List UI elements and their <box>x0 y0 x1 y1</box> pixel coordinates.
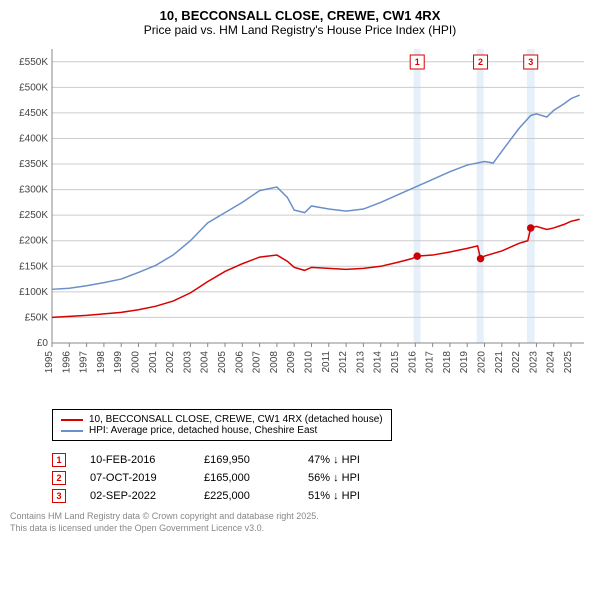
svg-text:2009: 2009 <box>286 351 297 374</box>
datapoint-diff: 56% ↓ HPI <box>308 472 388 484</box>
footnote-line: This data is licensed under the Open Gov… <box>10 523 590 535</box>
svg-text:2012: 2012 <box>338 351 349 374</box>
svg-text:£250K: £250K <box>19 210 48 221</box>
svg-text:£150K: £150K <box>19 261 48 272</box>
legend-label: HPI: Average price, detached house, Ches… <box>89 425 317 436</box>
svg-text:2017: 2017 <box>425 351 436 374</box>
svg-text:2002: 2002 <box>165 351 176 374</box>
datapoint-price: £169,950 <box>204 454 284 466</box>
svg-text:2014: 2014 <box>373 351 384 374</box>
svg-text:£100K: £100K <box>19 287 48 298</box>
svg-text:2000: 2000 <box>131 351 142 374</box>
svg-text:2011: 2011 <box>321 351 332 373</box>
svg-text:£300K: £300K <box>19 185 48 196</box>
svg-text:1998: 1998 <box>96 351 107 374</box>
svg-text:2016: 2016 <box>407 351 418 374</box>
svg-text:2015: 2015 <box>390 351 401 374</box>
datapoint-date: 07-OCT-2019 <box>90 472 180 484</box>
datapoint-price: £165,000 <box>204 472 284 484</box>
svg-text:2003: 2003 <box>182 351 193 374</box>
datapoint-marker: 2 <box>52 471 66 485</box>
svg-text:1: 1 <box>415 57 420 67</box>
svg-text:2018: 2018 <box>442 351 453 374</box>
datapoint-diff: 51% ↓ HPI <box>308 490 388 502</box>
svg-text:2021: 2021 <box>494 351 505 374</box>
svg-text:2007: 2007 <box>252 351 263 374</box>
svg-text:2006: 2006 <box>234 351 245 374</box>
legend-item: HPI: Average price, detached house, Ches… <box>61 425 383 436</box>
legend-item: 10, BECCONSALL CLOSE, CREWE, CW1 4RX (de… <box>61 414 383 425</box>
svg-text:2013: 2013 <box>355 351 366 374</box>
chart-container: { "title": { "line1": "10, BECCONSALL CL… <box>0 0 600 542</box>
svg-text:2020: 2020 <box>477 351 488 374</box>
svg-text:2004: 2004 <box>200 351 211 374</box>
svg-text:£350K: £350K <box>19 159 48 170</box>
svg-text:£200K: £200K <box>19 236 48 247</box>
svg-text:1997: 1997 <box>79 351 90 374</box>
title-line-1: 10, BECCONSALL CLOSE, CREWE, CW1 4RX <box>10 8 590 23</box>
legend-swatch <box>61 430 83 432</box>
title-line-2: Price paid vs. HM Land Registry's House … <box>10 23 590 37</box>
svg-text:£400K: £400K <box>19 133 48 144</box>
svg-text:2024: 2024 <box>546 351 557 374</box>
chart-title: 10, BECCONSALL CLOSE, CREWE, CW1 4RX Pri… <box>10 8 590 37</box>
datapoint-row: 1 10-FEB-2016 £169,950 47% ↓ HPI <box>52 453 590 467</box>
svg-text:£50K: £50K <box>25 312 49 323</box>
datapoint-date: 02-SEP-2022 <box>90 490 180 502</box>
datapoint-row: 2 07-OCT-2019 £165,000 56% ↓ HPI <box>52 471 590 485</box>
svg-text:2025: 2025 <box>563 351 574 374</box>
svg-text:3: 3 <box>528 57 533 67</box>
datapoint-marker: 1 <box>52 453 66 467</box>
legend-label: 10, BECCONSALL CLOSE, CREWE, CW1 4RX (de… <box>89 414 383 425</box>
line-chart: £0 £50K £100K £150K £200K £250K £300K £350K £400… <box>10 43 590 403</box>
svg-text:£450K: £450K <box>19 108 48 119</box>
datapoint-row: 3 02-SEP-2022 £225,000 51% ↓ HPI <box>52 489 590 503</box>
svg-text:2001: 2001 <box>148 351 159 374</box>
legend: 10, BECCONSALL CLOSE, CREWE, CW1 4RX (de… <box>52 409 392 441</box>
datapoint-marker: 3 <box>52 489 66 503</box>
svg-text:2005: 2005 <box>217 351 228 374</box>
svg-text:2022: 2022 <box>511 351 522 374</box>
svg-text:£550K: £550K <box>19 57 48 68</box>
svg-text:2010: 2010 <box>304 351 315 374</box>
footnote-line: Contains HM Land Registry data © Crown c… <box>10 511 590 523</box>
datapoint-date: 10-FEB-2016 <box>90 454 180 466</box>
svg-text:2008: 2008 <box>269 351 280 374</box>
datapoint-price: £225,000 <box>204 490 284 502</box>
footnote: Contains HM Land Registry data © Crown c… <box>10 511 590 534</box>
svg-text:£500K: £500K <box>19 82 48 93</box>
svg-text:2023: 2023 <box>528 351 539 374</box>
datapoint-diff: 47% ↓ HPI <box>308 454 388 466</box>
legend-swatch <box>61 419 83 421</box>
svg-text:1996: 1996 <box>61 351 72 374</box>
svg-text:2019: 2019 <box>459 351 470 374</box>
datapoints-table: 1 10-FEB-2016 £169,950 47% ↓ HPI 2 07-OC… <box>52 453 590 503</box>
svg-text:£0: £0 <box>37 338 49 349</box>
svg-text:1995: 1995 <box>44 351 55 374</box>
svg-text:1999: 1999 <box>113 351 124 374</box>
svg-text:2: 2 <box>478 57 483 67</box>
